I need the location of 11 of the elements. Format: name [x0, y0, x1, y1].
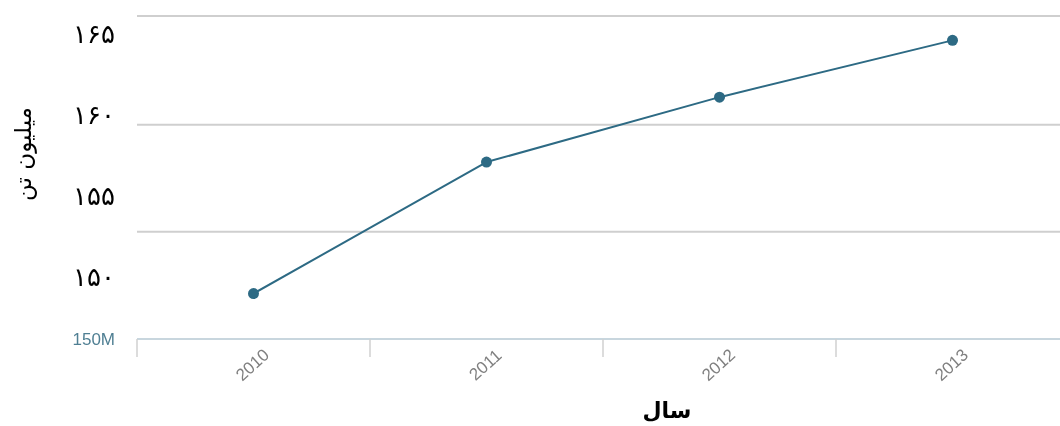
x-axis-title: سال	[642, 397, 692, 423]
point	[714, 91, 725, 103]
text: 150M	[72, 329, 115, 349]
point	[947, 34, 958, 46]
point	[248, 288, 259, 300]
y-tick-label: ۱۵۵	[73, 181, 115, 212]
point	[481, 156, 492, 168]
y-tick-label: ۱۵۰	[73, 262, 115, 293]
y-axis-title: میلیون تن	[10, 107, 37, 201]
y-tick-label: ۱۶۰	[73, 100, 115, 131]
y-tick-label: ۱۶۵	[73, 18, 115, 49]
